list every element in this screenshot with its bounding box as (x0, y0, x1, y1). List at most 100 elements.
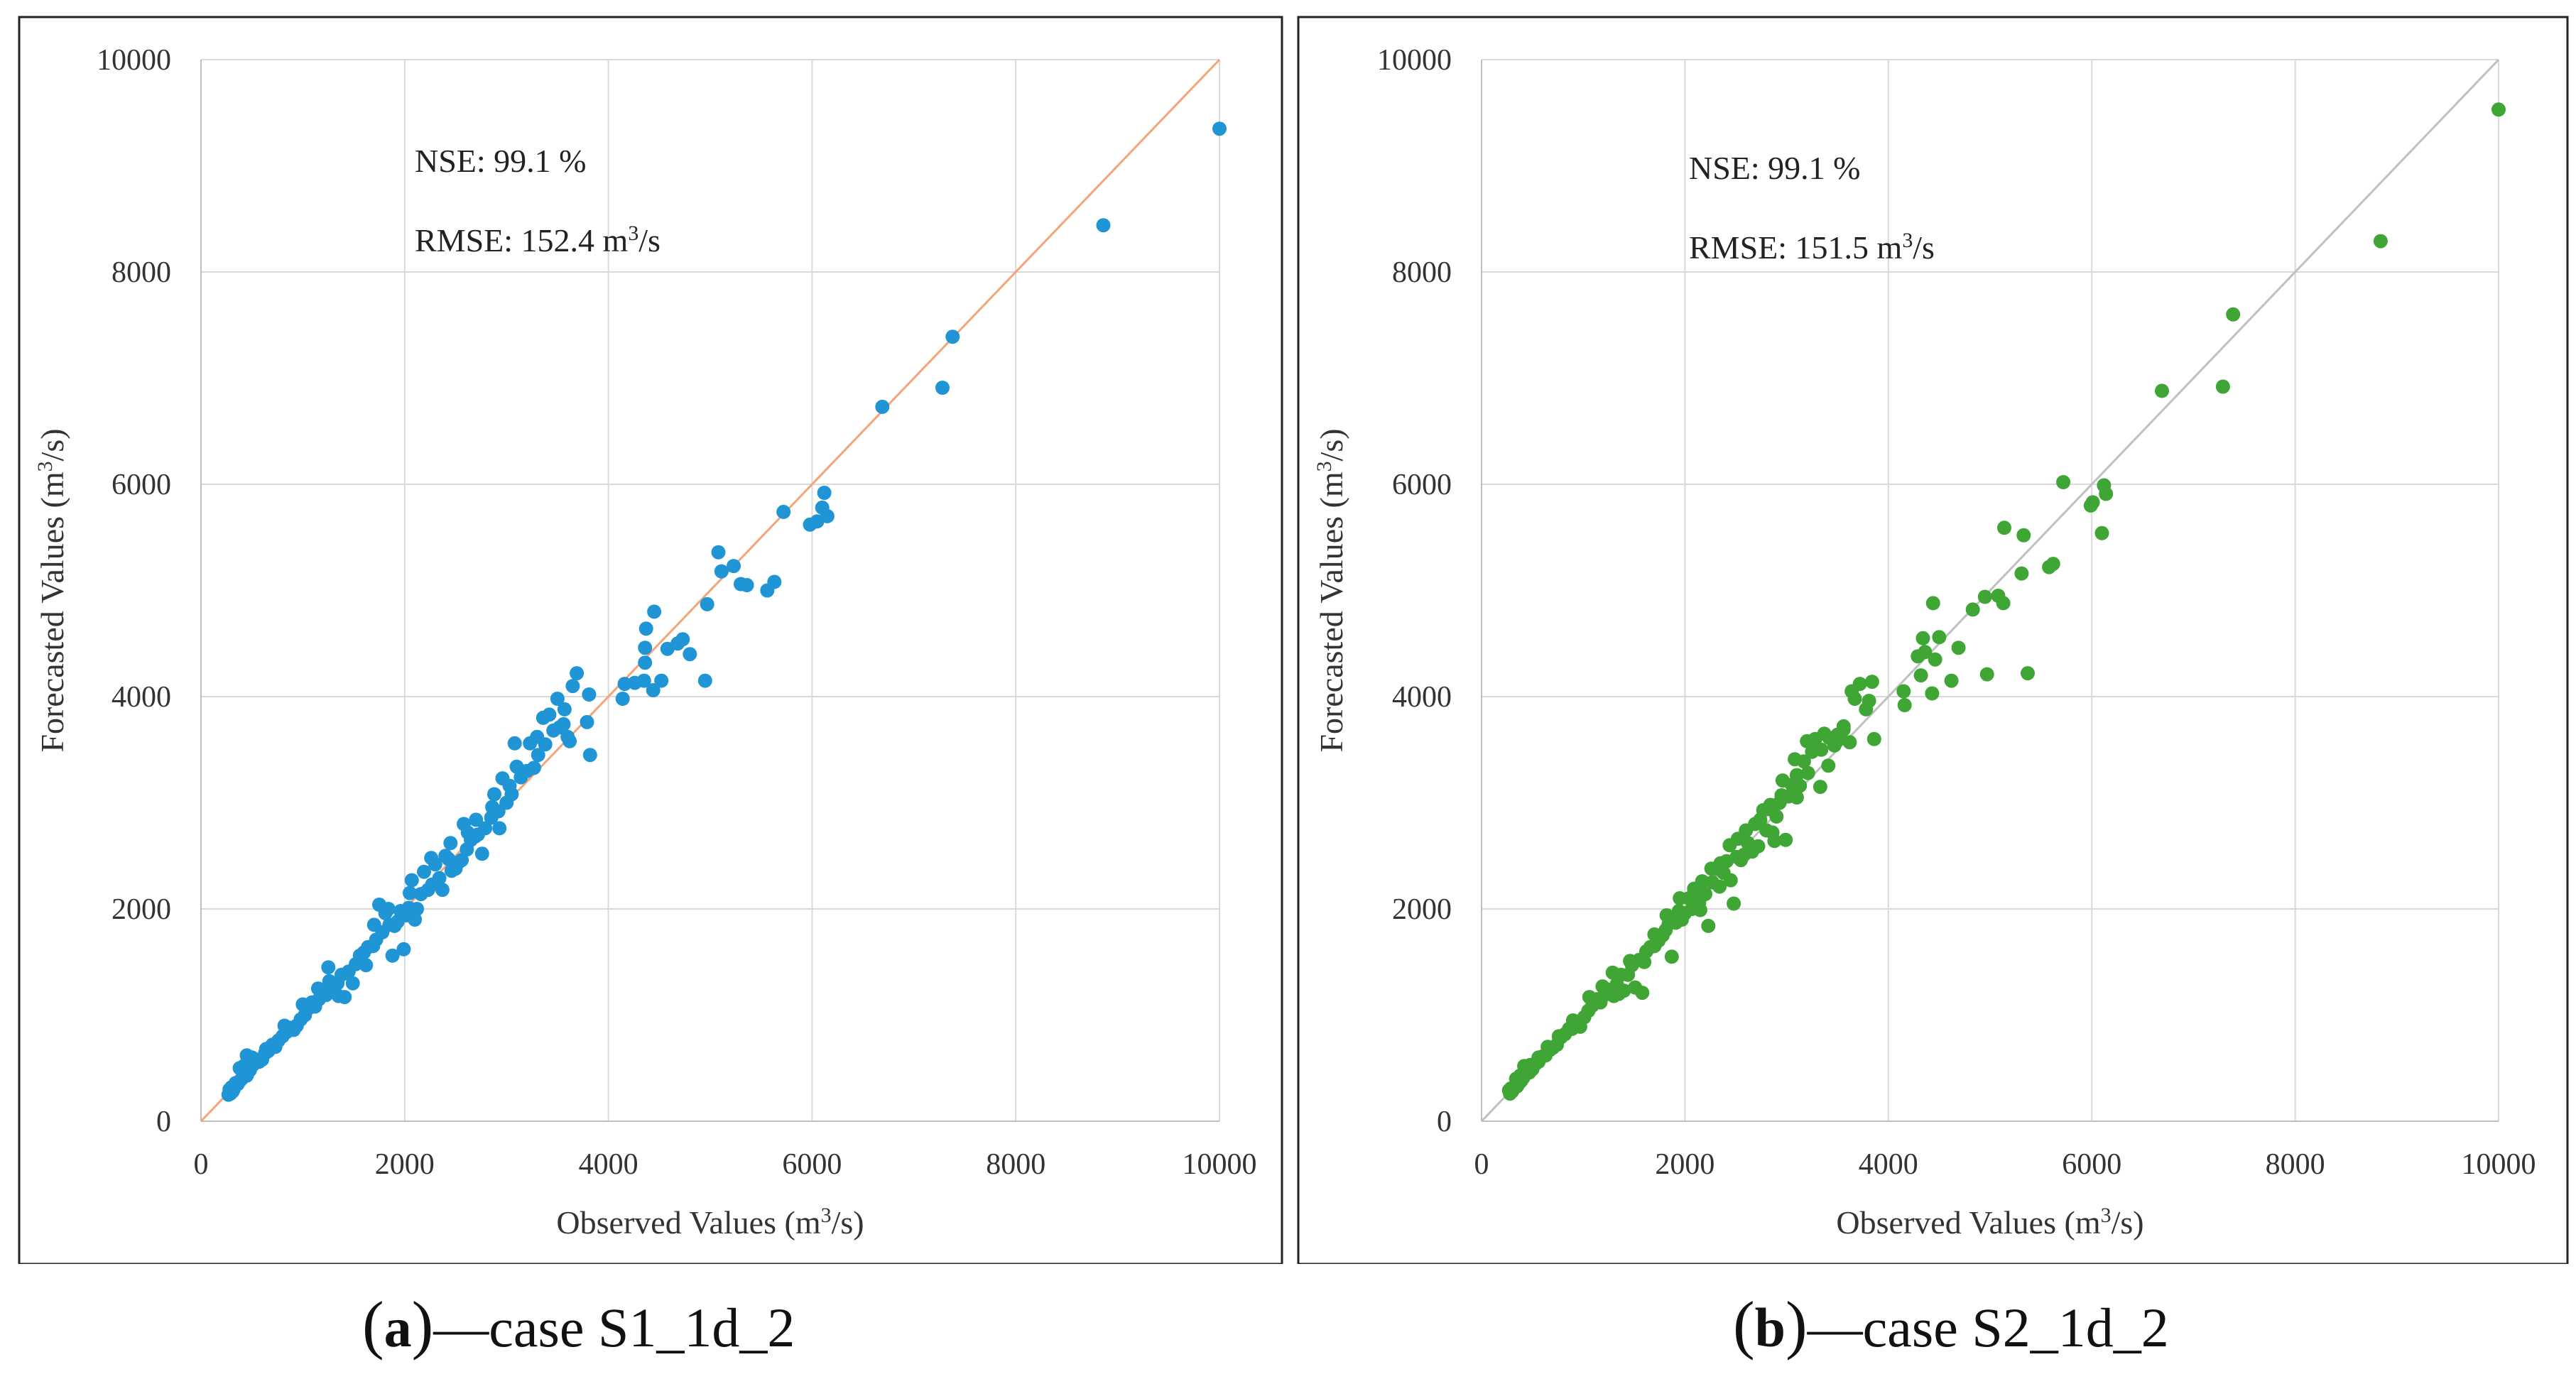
data-point (1673, 891, 1688, 905)
data-point (2083, 498, 2098, 513)
data-point (460, 842, 474, 857)
data-point (474, 846, 489, 861)
data-point (1813, 780, 1827, 795)
x-tick-label: 4000 (579, 1148, 638, 1181)
caption-a-open-paren: ( (362, 1288, 384, 1361)
data-point (417, 864, 431, 879)
data-point (683, 647, 697, 662)
x-tick-label: 6000 (782, 1148, 842, 1181)
data-point (1692, 903, 1707, 917)
y-tick-label: 6000 (1392, 469, 1452, 501)
data-point (647, 604, 662, 619)
data-point (1582, 990, 1597, 1005)
data-point (331, 988, 346, 1003)
data-point (443, 836, 458, 851)
data-point (321, 960, 336, 975)
gridlines (1482, 59, 2499, 1121)
data-point (875, 399, 890, 414)
data-point (1501, 1083, 1516, 1098)
data-point (546, 723, 561, 738)
data-point (1753, 812, 1768, 827)
data-point (1774, 788, 1789, 802)
data-point (444, 863, 459, 878)
data-point (1628, 980, 1643, 995)
data-point (700, 596, 714, 611)
nse-annotation: NSE: 99.1 % (415, 143, 587, 179)
data-point (711, 545, 726, 560)
data-point (1531, 1050, 1546, 1065)
data-point (345, 976, 360, 991)
data-point (660, 641, 675, 656)
data-point (1864, 675, 1879, 690)
data-point (1701, 918, 1716, 933)
data-point (2491, 102, 2506, 117)
data-point (1637, 954, 1652, 969)
data-point (531, 748, 545, 763)
data-point (1744, 840, 1759, 855)
data-point (485, 800, 500, 814)
data-point (487, 787, 501, 802)
rmse-annotation: RMSE: 151.5 m3/s (1689, 229, 1935, 266)
x-tick-label: 4000 (1859, 1148, 1918, 1181)
caption-a-text: —case S1_1d_2 (433, 1297, 795, 1358)
data-point (646, 683, 661, 697)
data-point (1759, 823, 1773, 838)
x-tick-label: 8000 (986, 1148, 1045, 1181)
data-point (1997, 520, 2011, 535)
data-point (1896, 684, 1911, 699)
data-point (1540, 1040, 1555, 1054)
data-point (404, 873, 419, 888)
y-tick-label: 8000 (112, 256, 171, 289)
data-point (2014, 566, 2029, 581)
data-point (2094, 525, 2109, 540)
data-point (536, 710, 550, 725)
y-tick-label: 6000 (112, 469, 171, 501)
data-point (277, 1018, 292, 1033)
data-point (727, 559, 741, 574)
data-point (1844, 684, 1859, 699)
x-tick-label: 0 (1474, 1148, 1489, 1181)
data-point (424, 851, 439, 866)
data-point (2215, 379, 2230, 394)
data-point (237, 1059, 251, 1074)
data-point (1944, 673, 1959, 688)
data-point (1800, 765, 1815, 780)
data-point (1915, 631, 1930, 645)
data-point (1925, 596, 1940, 611)
data-point (1836, 719, 1851, 734)
data-point (2155, 383, 2169, 398)
data-point (514, 767, 529, 782)
y-tick-label: 10000 (1377, 44, 1452, 77)
rmse-annotation: RMSE: 152.4 m3/s (415, 222, 661, 259)
data-point (495, 771, 510, 786)
data-point (654, 673, 669, 688)
data-point (1925, 686, 1940, 701)
x-tick-label: 10000 (1183, 1148, 1257, 1181)
data-point (1951, 641, 1966, 655)
data-point (570, 666, 585, 681)
data-point (945, 329, 960, 344)
data-point (1913, 668, 1928, 683)
data-point (776, 504, 791, 519)
x-tick-label: 6000 (2062, 1148, 2121, 1181)
x-tick-label: 2000 (375, 1148, 435, 1181)
nse-annotation: NSE: 99.1 % (1689, 150, 1861, 186)
data-point (438, 849, 453, 863)
data-point (1739, 823, 1754, 838)
caption-a: (a)—case S1_1d_2 (362, 1287, 795, 1362)
chart-frame (18, 16, 1283, 1264)
data-point (627, 675, 642, 690)
data-point (1821, 758, 1836, 773)
data-point (413, 887, 428, 902)
scatter-chart-b: 0 2000 4000 6000 8000 10000 0 2000 4000 6000 8000 1… (1297, 16, 2569, 1264)
y-tick-label: 4000 (1392, 681, 1452, 714)
x-tick-label: 10000 (2462, 1148, 2536, 1181)
chart-frame (1297, 16, 2569, 1264)
data-point (697, 673, 712, 688)
data-point (249, 1052, 264, 1067)
data-points (221, 121, 1227, 1102)
data-point (1800, 734, 1815, 748)
caption-b: (b)—case S2_1d_2 (1733, 1287, 2169, 1362)
data-point (1911, 649, 1925, 664)
caption-a-letter: a (384, 1297, 412, 1358)
